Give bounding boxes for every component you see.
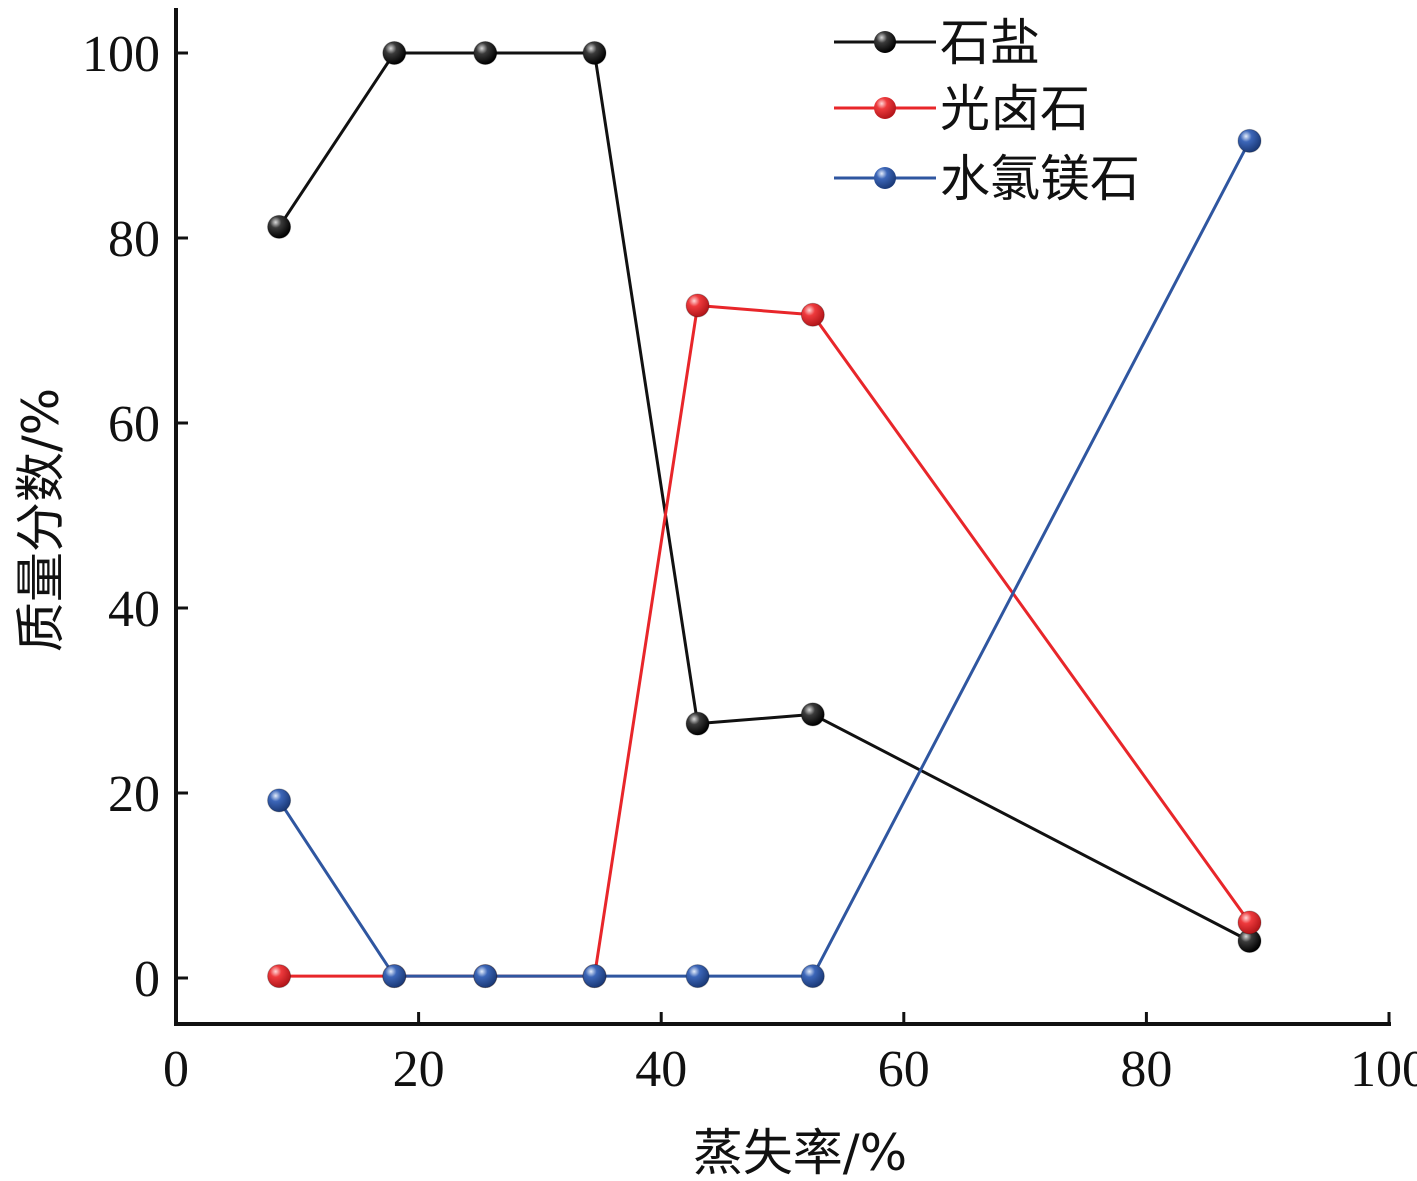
- series-0-point-2: [473, 41, 498, 65]
- legend-entry-1: 光卤石: [834, 80, 1090, 138]
- series-2-point-6: [1237, 128, 1262, 153]
- y-tick-label-5: 100: [82, 26, 160, 83]
- legend-label-2: 水氯镁石: [940, 150, 1140, 208]
- y-tick-label-2: 40: [108, 581, 160, 638]
- series-2-point-0: [267, 788, 292, 813]
- series-line-2: [277, 140, 1251, 978]
- legend-entry-2: 水氯镁石: [834, 150, 1140, 208]
- series-2-point-3: [582, 964, 607, 989]
- ticks-layer: 0 20 40 60 80 100 0 20 40 60 80 100: [82, 26, 1417, 1098]
- series-2-point-5: [800, 964, 825, 989]
- legend-marker-1: [874, 97, 896, 119]
- legend-marker-2: [874, 167, 896, 189]
- series-1-point-5: [800, 302, 825, 327]
- legend-marker-0: [874, 31, 896, 53]
- y-tick-label-1: 20: [108, 766, 160, 823]
- y-tick-label-3: 60: [108, 396, 160, 453]
- series-1-point-0: [267, 964, 292, 989]
- series-layer: [267, 41, 1262, 989]
- x-tick-label-3: 60: [878, 1041, 930, 1098]
- series-0-point-1: [382, 41, 407, 65]
- series-0-point-4: [685, 711, 710, 736]
- y-axis-title: 质量分数/%: [12, 388, 70, 652]
- legend-label-0: 石盐: [940, 14, 1040, 72]
- y-tick-label-0: 0: [134, 951, 160, 1008]
- series-0-point-0: [267, 214, 292, 239]
- legend-label-1: 光卤石: [940, 80, 1090, 138]
- legend: 石盐 光卤石 水氯镁石: [834, 14, 1140, 208]
- series-0-point-3: [582, 41, 607, 65]
- x-tick-label-1: 20: [393, 1041, 445, 1098]
- x-tick-label-2: 40: [635, 1041, 687, 1098]
- x-axis-title: 蒸失率/%: [693, 1124, 907, 1181]
- series-1-point-4: [685, 293, 710, 318]
- x-tick-label-4: 80: [1120, 1041, 1172, 1098]
- series-2-point-4: [685, 964, 710, 989]
- x-tick-label-0: 0: [163, 1041, 189, 1098]
- series-line-1: [279, 304, 1251, 978]
- x-tick-label-5: 100: [1350, 1041, 1417, 1098]
- legend-entry-0: 石盐: [834, 14, 1040, 72]
- y-tick-label-4: 80: [108, 211, 160, 268]
- series-2-point-1: [382, 964, 407, 989]
- series-0-point-5: [800, 702, 825, 727]
- series-2-point-2: [473, 964, 498, 989]
- series-1-point-6: [1237, 910, 1262, 935]
